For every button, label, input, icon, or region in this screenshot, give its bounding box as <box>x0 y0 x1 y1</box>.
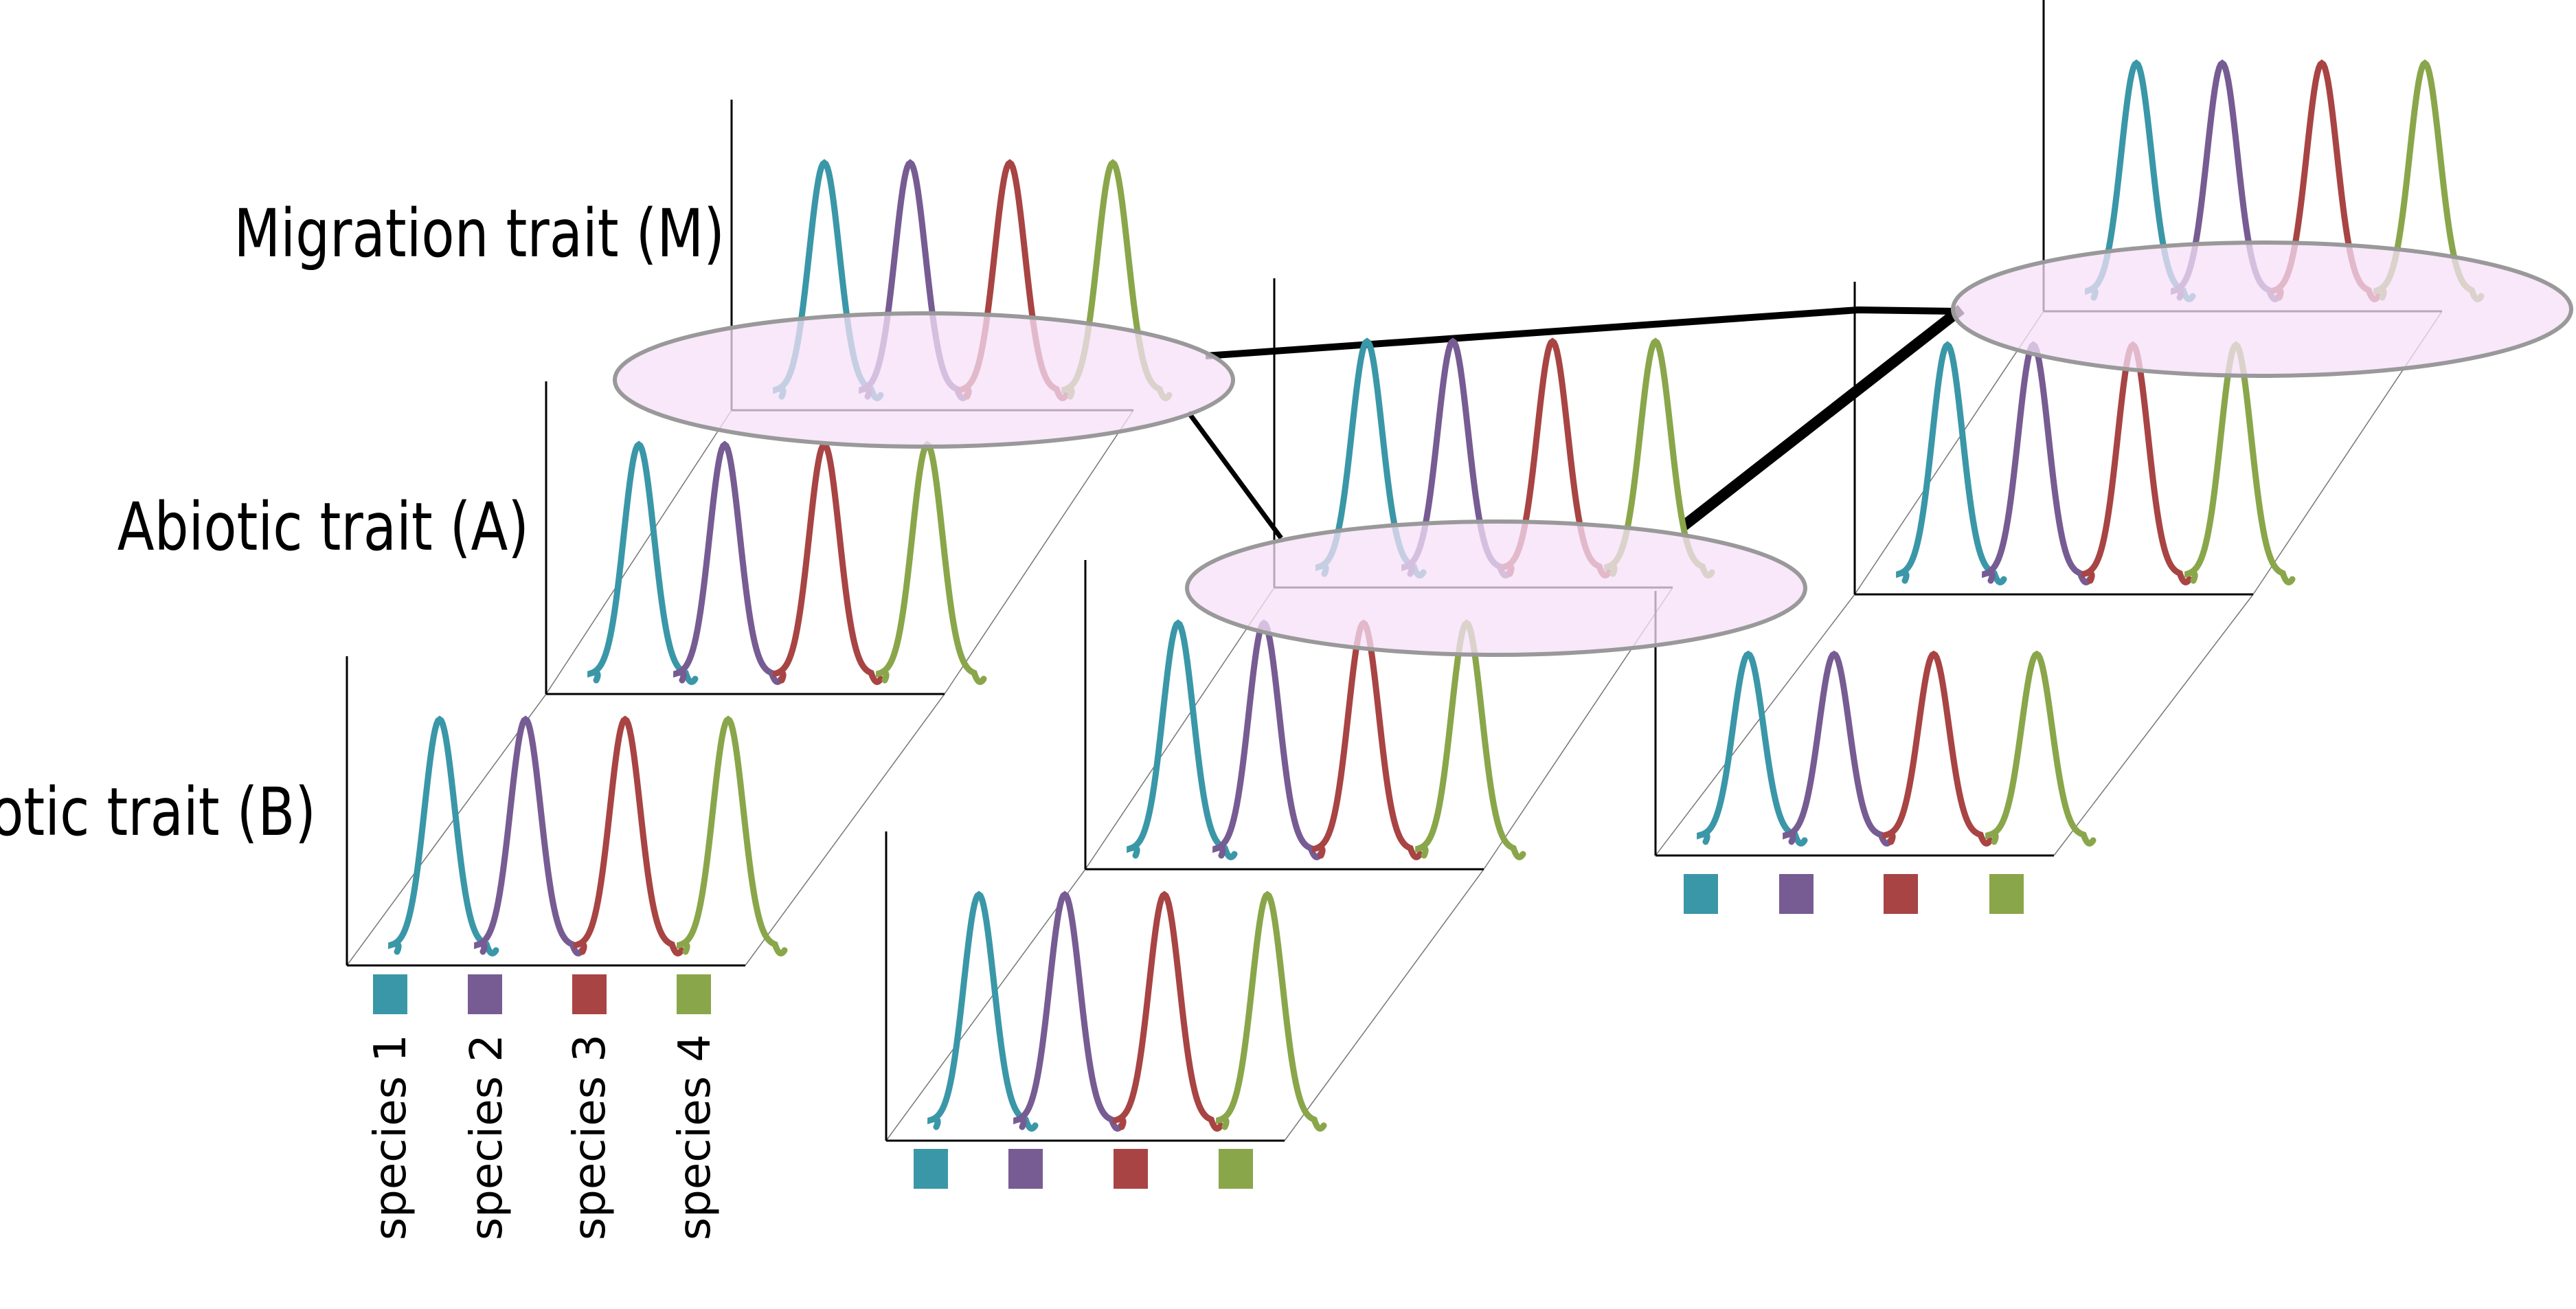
species-label-3: species 3 <box>565 1034 615 1240</box>
species-square-2 <box>468 974 502 1014</box>
distribution-peak-species-2 <box>1982 341 2093 585</box>
perspective-line <box>2053 594 2254 856</box>
panel-left-biotic <box>346 656 788 967</box>
distribution-peak-species-2 <box>1783 650 1894 847</box>
migration-connections <box>1186 304 1965 540</box>
species-squares <box>373 874 2024 1189</box>
species-label-1: species 1 <box>365 1034 416 1240</box>
distribution-peak-species-1 <box>927 891 1039 1132</box>
distribution-peak-species-4 <box>1985 650 2097 847</box>
distribution-peak-species-3 <box>574 715 685 956</box>
distribution-peak-species-3 <box>2081 341 2193 585</box>
connection-line-left-center <box>1186 410 1283 540</box>
perspective-line <box>545 410 732 695</box>
perspective-line <box>1284 869 1484 1141</box>
species-label-4: species 4 <box>670 1034 721 1240</box>
species-square-3 <box>1884 874 1918 914</box>
distribution-peak-species-4 <box>677 715 788 956</box>
species-square-1 <box>1684 874 1718 914</box>
perspective-line <box>944 410 1134 695</box>
species-square-1 <box>373 974 407 1014</box>
distribution-peak-species-4 <box>1415 619 1526 860</box>
perspective-lines <box>346 311 2443 1141</box>
perspective-line <box>346 693 547 966</box>
species-square-4 <box>1219 1149 1253 1189</box>
species-square-2 <box>1008 1149 1043 1189</box>
species-square-4 <box>1989 874 2024 914</box>
distribution-peak-species-3 <box>1882 650 1993 847</box>
panel-right-biotic <box>1654 591 2097 857</box>
distribution-peak-species-1 <box>1896 341 2007 585</box>
species-square-4 <box>677 974 711 1014</box>
habitat-ellipse-left <box>613 311 1235 449</box>
distribution-peak-species-2 <box>673 440 784 685</box>
habitat-ellipses <box>613 240 2573 657</box>
distribution-peak-species-2 <box>1013 891 1125 1132</box>
panel-center-biotic <box>885 831 1327 1142</box>
connection-line-left-right <box>1205 306 1955 359</box>
migration-trait-label: Migration trait (M) <box>234 195 725 272</box>
perspective-line <box>1655 594 1855 856</box>
distribution-peak-species-1 <box>587 440 699 685</box>
habitat-ellipse-right <box>1951 240 2573 378</box>
distribution-peak-species-1 <box>388 715 499 956</box>
distribution-peak-species-4 <box>1216 891 1327 1132</box>
abiotic-trait-label: Abiotic trait (A) <box>117 489 529 566</box>
biotic-trait-label: Biotic trait (B) <box>0 774 316 851</box>
species-square-2 <box>1779 874 1814 914</box>
distribution-peak-species-2 <box>474 715 585 956</box>
distribution-peak-species-3 <box>1312 619 1423 860</box>
distribution-peak-species-4 <box>2184 341 2296 585</box>
perspective-line <box>885 869 1086 1141</box>
habitat-ellipse-center <box>1185 519 1807 657</box>
species-square-3 <box>1114 1149 1148 1189</box>
distribution-peak-species-2 <box>1212 619 1324 860</box>
perspective-line <box>1085 587 1275 870</box>
perspective-line <box>745 693 945 966</box>
distribution-peak-species-1 <box>1697 650 1808 847</box>
distribution-peak-species-3 <box>773 440 884 685</box>
species-label-2: species 2 <box>462 1034 512 1240</box>
species-square-1 <box>914 1149 948 1189</box>
distribution-peak-species-4 <box>876 440 987 685</box>
perspective-line <box>1854 311 2044 595</box>
distribution-peak-species-1 <box>1127 619 1238 860</box>
connection-line-center-right <box>1680 304 1965 531</box>
species-square-3 <box>572 974 607 1014</box>
distribution-peak-species-3 <box>1113 891 1224 1132</box>
species-labels: species 1 species 2 species 3 species 4 <box>365 1034 721 1240</box>
